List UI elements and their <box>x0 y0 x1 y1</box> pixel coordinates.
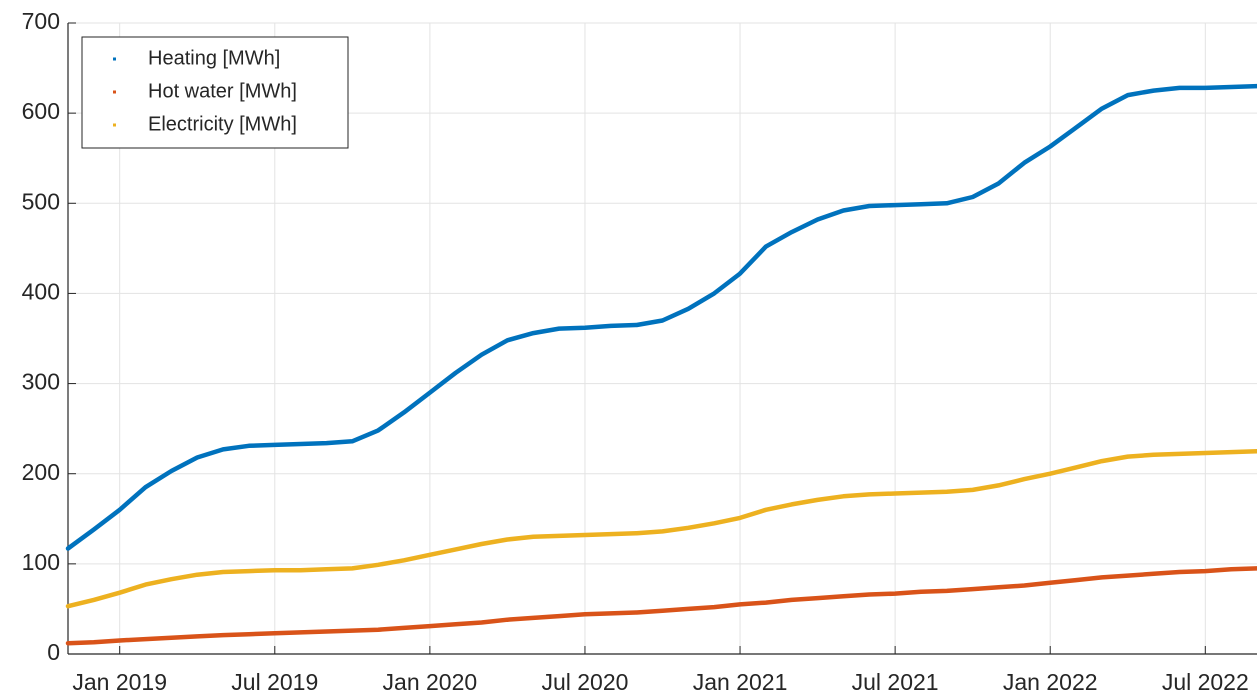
x-tick-label: Jan 2022 <box>1003 669 1098 695</box>
legend-label: Hot water [MWh] <box>148 80 297 102</box>
x-tick-label: Jan 2021 <box>693 669 788 695</box>
x-tick-label: Jul 2019 <box>231 669 318 695</box>
series-line <box>65 448 1257 609</box>
legend-box <box>81 36 349 149</box>
legend-label: Heating [MWh] <box>148 47 280 69</box>
legend-marker <box>113 123 116 127</box>
legend-label: Electricity [MWh] <box>148 113 297 135</box>
y-tick-label: 100 <box>22 549 60 575</box>
y-tick-label: 700 <box>22 8 60 34</box>
y-tick-label: 300 <box>22 369 60 395</box>
x-tick-label: Jul 2022 <box>1162 669 1249 695</box>
series-line <box>65 566 1257 646</box>
legend: Heating [MWh] Hot water [MWh] Electricity … <box>81 36 349 149</box>
series-line <box>65 83 1257 551</box>
x-tick-label: Jan 2019 <box>72 669 167 695</box>
y-tick-label: 200 <box>22 459 60 485</box>
y-tick-label: 0 <box>47 639 60 665</box>
x-tick-label: Jan 2020 <box>383 669 478 695</box>
y-tick-label: 500 <box>22 188 60 214</box>
y-tick-label: 400 <box>22 279 60 305</box>
legend-marker <box>113 57 116 61</box>
x-tick-label: Jul 2021 <box>852 669 939 695</box>
y-tick-label: 600 <box>22 98 60 124</box>
x-tick-label: Jul 2020 <box>541 669 628 695</box>
legend-marker <box>113 90 116 94</box>
